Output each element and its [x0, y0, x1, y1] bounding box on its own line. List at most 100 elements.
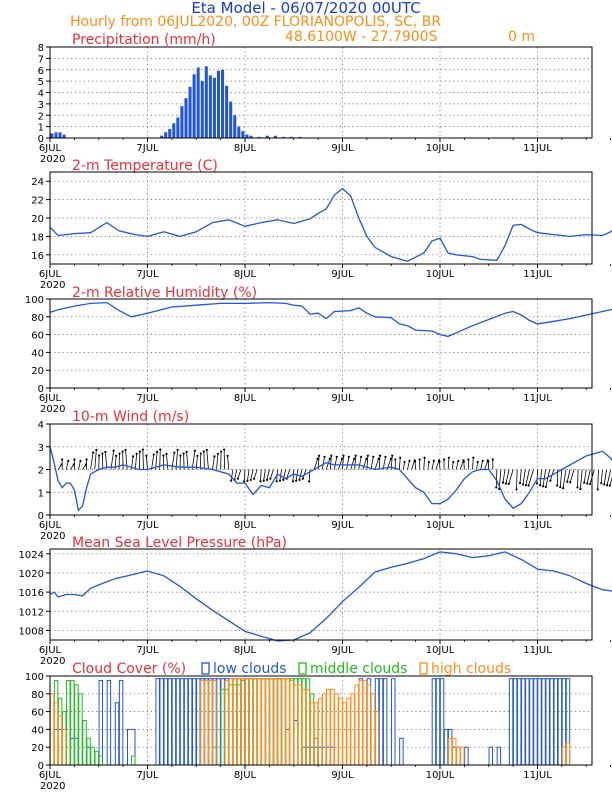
- low-clouds-bar: [378, 678, 384, 766]
- wind-arrow-head: [73, 458, 76, 461]
- middle-clouds-bar: [224, 688, 229, 766]
- wind-arrow: [279, 469, 282, 481]
- wind-arrow: [354, 455, 357, 470]
- wind-arrow-head: [115, 454, 118, 457]
- high-clouds-bar: [204, 679, 209, 766]
- low-clouds-bar: [208, 678, 213, 766]
- wind-arrow: [516, 469, 518, 490]
- wind-arrow: [447, 457, 450, 470]
- y-tick-label: 4: [38, 89, 44, 100]
- low-clouds-bar: [98, 679, 104, 766]
- y-tick-label: 80: [31, 313, 44, 324]
- wind-arrow-head: [504, 482, 508, 485]
- wind-arrow: [191, 450, 196, 470]
- high-clouds-bar: [244, 678, 250, 766]
- wind-arrow-head: [104, 450, 107, 453]
- high-clouds-bar: [309, 702, 315, 766]
- wind-arrow: [569, 469, 575, 483]
- low-clouds-bar: [224, 678, 229, 766]
- wind-arrow-head: [213, 455, 216, 458]
- cloud-x-ticks: 6JUL 7JUL 8JUL 9JUL 10JUL 11JUL 2020: [39, 765, 612, 792]
- wind-arrow: [243, 469, 246, 482]
- y-tick-label: 0: [38, 511, 44, 522]
- wind-arrow-head: [179, 454, 182, 457]
- precip-bar: [196, 67, 200, 138]
- wind-arrow: [203, 451, 205, 470]
- wind-x-ticks: 6JUL 7JUL 8JUL 9JUL 10JUL 11JUL 2020: [39, 515, 612, 542]
- y-tick-label: 8: [38, 43, 44, 54]
- wind-arrow-head: [101, 452, 104, 455]
- wind-arrow: [65, 460, 69, 470]
- wind-arrow: [487, 461, 490, 470]
- low-clouds-bar: [155, 678, 160, 766]
- wind-arrow: [583, 469, 587, 483]
- wind-arrow: [104, 451, 108, 470]
- low-clouds-bar: [228, 678, 234, 766]
- middle-clouds-bar: [53, 679, 59, 766]
- y-tick-label: 16: [31, 251, 44, 262]
- wind-arrow: [586, 469, 591, 484]
- low-clouds-bar: [545, 678, 550, 766]
- wind-arrow: [600, 469, 603, 484]
- low-clouds-bar: [537, 678, 542, 766]
- wind-arrow-head: [389, 457, 392, 460]
- wind-grid: [50, 424, 592, 515]
- humidity-y-ticks: 0 20 40 60 80 100: [25, 295, 50, 395]
- x-tick-label: 10JUL: [426, 645, 455, 656]
- cloud-panel: Cloud Cover (%) low clouds middle clouds…: [25, 661, 612, 792]
- y-tick-label: 20: [31, 743, 44, 754]
- x-tick-label: 8JUL: [234, 143, 257, 154]
- low-clouds-bar: [273, 678, 278, 766]
- temperature-grid: [50, 172, 592, 264]
- low-clouds-bar: [464, 746, 469, 766]
- wind-speed-line: [49, 446, 612, 512]
- wind-arrow-head: [366, 454, 369, 457]
- y-tick-label: 2: [38, 466, 44, 477]
- y-tick-label: 4: [38, 420, 44, 431]
- high-clouds-bar: [269, 678, 274, 766]
- wind-arrow-head: [138, 450, 141, 453]
- middle-clouds-bar: [82, 720, 87, 766]
- low-clouds-bar: [512, 678, 518, 766]
- wind-arrow-head: [476, 460, 479, 464]
- low-clouds-bar: [391, 678, 396, 766]
- wind-arrow-head: [507, 482, 510, 485]
- middle-clouds-bar: [66, 679, 71, 766]
- x-year-label: 2020: [40, 154, 65, 165]
- wind-arrow-head: [353, 457, 356, 460]
- high-clouds-bar: [326, 688, 331, 766]
- x-tick-label: 7JUL: [136, 143, 159, 154]
- x-tick-label: 9JUL: [331, 143, 354, 154]
- high-clouds-bar: [265, 678, 270, 766]
- pressure-plot-frame: [49, 548, 593, 641]
- wind-arrow-head: [328, 457, 331, 460]
- wind-arrow-head: [330, 454, 333, 457]
- cloud-plot-frame: [49, 675, 593, 766]
- wind-arrow-head: [308, 480, 311, 483]
- wind-arrow-head: [541, 485, 545, 488]
- wind-arrow-head: [291, 480, 295, 483]
- wind-arrow: [110, 450, 115, 470]
- middle-clouds-bar: [252, 678, 258, 766]
- meteogram-title: Eta Model - 06/07/2020 00UTC: [191, 0, 420, 17]
- precip-bar: [192, 74, 196, 138]
- high-clouds-bar: [256, 678, 262, 766]
- y-tick-label: 1: [38, 488, 44, 499]
- low-clouds-bar: [309, 746, 315, 766]
- y-tick-label: 80: [31, 690, 44, 701]
- wind-arrow: [476, 461, 479, 470]
- low-clouds-bar: [431, 678, 437, 766]
- x-tick-label: 7JUL: [136, 393, 159, 404]
- low-clouds-bar: [187, 678, 193, 766]
- precip-bar: [233, 115, 237, 138]
- wind-arrow: [451, 461, 454, 470]
- wind-arrow: [122, 451, 124, 470]
- high-clouds-bar: [460, 746, 465, 766]
- wind-arrow: [266, 469, 270, 480]
- legend-middle-clouds-swatch: [298, 662, 307, 675]
- low-clouds-bar: [163, 678, 169, 766]
- humidity-x-ticks: 6JUL 7JUL 8JUL 9JUL 10JUL 11JUL 2020: [39, 388, 612, 415]
- wind-arrow: [519, 469, 522, 484]
- wind-arrow-head: [559, 485, 562, 489]
- low-clouds-bar: [533, 678, 538, 766]
